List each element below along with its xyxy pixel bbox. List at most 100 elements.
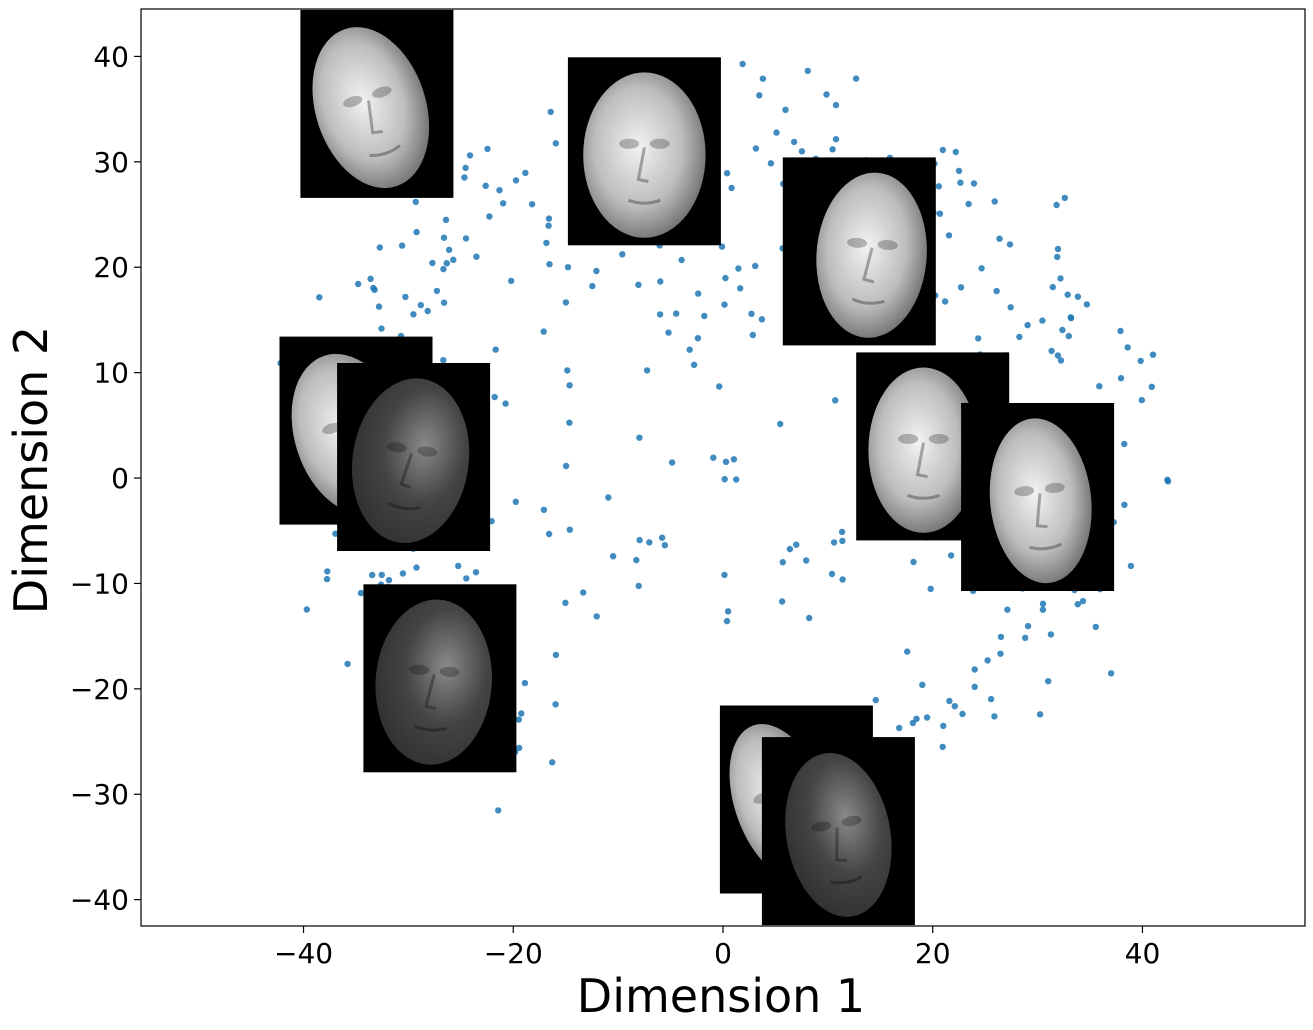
data-point [445, 246, 453, 253]
data-point [923, 714, 931, 721]
data-point [440, 299, 448, 306]
data-point [910, 558, 917, 566]
data-point [417, 301, 424, 309]
data-point [545, 215, 553, 222]
data-point [1021, 634, 1029, 641]
data-point [1138, 396, 1146, 404]
y-tick-label: 20 [93, 251, 129, 284]
data-point [466, 152, 474, 159]
data-point [832, 397, 839, 404]
data-point [316, 294, 323, 301]
data-point [528, 201, 536, 208]
data-point [1065, 332, 1073, 340]
data-point [552, 140, 559, 147]
data-point [723, 617, 731, 625]
data-point [957, 284, 965, 291]
data-point [484, 145, 491, 153]
data-point [756, 92, 763, 99]
data-point [440, 357, 447, 364]
data-point [782, 106, 789, 114]
y-tick-label: −20 [70, 673, 129, 706]
data-point [1016, 333, 1023, 341]
data-point [665, 329, 672, 336]
data-point [657, 278, 664, 285]
data-point [678, 256, 685, 264]
data-point [1054, 245, 1062, 253]
data-point [540, 328, 547, 335]
data-point [730, 456, 738, 463]
data-point [442, 216, 450, 223]
data-point [919, 681, 926, 688]
y-tick-label: 0 [111, 462, 129, 495]
data-point [984, 657, 991, 664]
data-point [424, 307, 431, 315]
x-axis-ticks: −40 −20 0 20 40 [274, 926, 1160, 970]
data-point [1117, 375, 1125, 382]
data-point [940, 722, 947, 730]
data-point [515, 716, 522, 723]
data-point [547, 108, 554, 116]
data-point [491, 393, 498, 401]
data-point [1024, 622, 1032, 630]
data-point [991, 713, 998, 720]
data-point [410, 311, 417, 318]
data-point [728, 184, 735, 192]
data-point [521, 679, 529, 687]
data-point [803, 557, 810, 564]
data-point [686, 346, 693, 353]
data-point [872, 696, 879, 704]
data-point [376, 244, 383, 251]
face-render-thumbnail [363, 584, 517, 773]
data-point [793, 541, 800, 548]
y-axis-label: Dimension 2 [4, 326, 58, 614]
data-point [562, 599, 569, 606]
data-point [656, 311, 664, 318]
data-point [767, 160, 775, 167]
data-point [839, 537, 846, 545]
data-point [429, 259, 436, 267]
data-point [823, 91, 830, 98]
data-point [838, 528, 846, 535]
data-point [993, 287, 1000, 295]
data-point [710, 454, 717, 461]
data-point [473, 253, 480, 260]
data-point [739, 60, 746, 68]
data-point [852, 75, 860, 82]
data-point [1079, 597, 1087, 605]
data-point [777, 420, 784, 428]
data-point [1124, 344, 1131, 351]
data-point [323, 575, 331, 583]
data-point [502, 400, 509, 407]
data-point [413, 564, 420, 571]
data-point [804, 67, 811, 75]
data-point [512, 177, 520, 184]
data-point [1149, 351, 1157, 358]
data-point [759, 75, 767, 82]
data-point [1007, 304, 1014, 311]
data-point [758, 316, 766, 323]
data-point [492, 346, 499, 353]
face-render-thumbnail [567, 57, 721, 246]
data-point [971, 683, 978, 690]
data-point [716, 383, 723, 390]
data-point [546, 261, 553, 268]
data-point [971, 666, 978, 673]
data-point [946, 697, 953, 705]
y-tick-label: 40 [93, 40, 129, 73]
data-point [463, 575, 470, 582]
data-point [636, 536, 643, 544]
data-point [1061, 194, 1069, 202]
data-point [1164, 476, 1171, 483]
data-point [779, 559, 786, 566]
data-point [991, 198, 998, 205]
data-point [522, 169, 529, 177]
data-point [370, 284, 377, 292]
face-render-thumbnail [300, 9, 454, 198]
data-point [773, 129, 780, 136]
data-point [1064, 291, 1071, 298]
data-point [668, 459, 676, 466]
data-point [518, 710, 525, 717]
data-point [1039, 600, 1047, 607]
data-point [398, 242, 406, 249]
